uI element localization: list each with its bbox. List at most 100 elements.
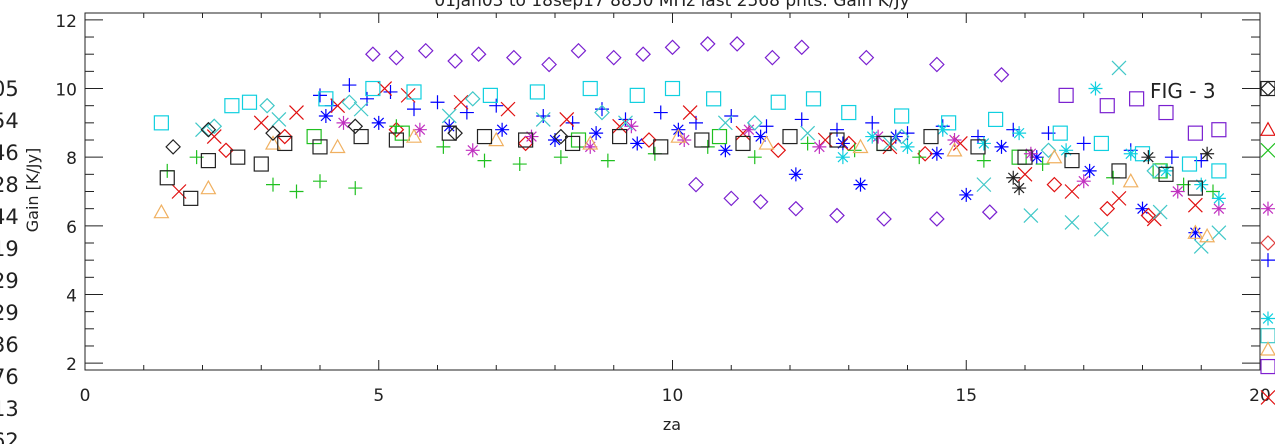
plus-marker — [912, 150, 927, 165]
series-group — [159, 125, 1203, 206]
asterisk-marker — [524, 129, 539, 144]
triangle-marker — [582, 135, 599, 150]
diamond-marker — [893, 128, 910, 145]
square-marker — [1064, 153, 1080, 169]
square-marker — [735, 135, 751, 152]
asterisk-marker — [753, 129, 768, 144]
asterisk-marker — [1082, 163, 1097, 178]
triangle-marker — [488, 131, 505, 147]
plus-marker — [600, 153, 615, 168]
diamond-marker — [664, 39, 681, 56]
square-marker — [1211, 163, 1227, 179]
plus-marker — [1035, 157, 1050, 172]
square-marker — [612, 128, 628, 145]
x-marker — [353, 101, 369, 117]
diamond-marker — [1260, 80, 1275, 97]
square-marker — [841, 104, 857, 121]
series-group — [336, 115, 1226, 216]
square-marker — [200, 153, 216, 169]
diamond-marker — [1046, 176, 1063, 193]
diamond-marker — [388, 121, 405, 138]
y-tick-label: 2 — [66, 355, 77, 375]
square-marker — [1129, 91, 1145, 107]
triangle-marker — [1259, 121, 1275, 136]
triangle-marker — [1122, 172, 1139, 188]
diamond-marker — [417, 42, 434, 59]
x-marker — [289, 105, 304, 120]
x-marker — [1023, 208, 1039, 223]
plus-marker — [553, 150, 568, 165]
asterisk-marker — [1261, 311, 1275, 326]
asterisk-marker — [865, 129, 880, 144]
square-marker — [829, 132, 845, 148]
square-marker — [476, 128, 493, 145]
x-marker — [976, 177, 992, 193]
plus-marker — [653, 105, 668, 120]
square-marker — [923, 128, 939, 145]
left-margin-label: 13 — [0, 397, 19, 421]
x-marker — [1152, 204, 1168, 220]
left-margin-label: 76 — [0, 365, 19, 389]
square-marker — [1158, 104, 1174, 121]
axes: 0 5 10 15 20 2 4 6 8 10 12 — [55, 12, 1270, 406]
square-marker — [782, 128, 798, 145]
square-marker — [529, 84, 545, 100]
x-marker — [682, 105, 698, 120]
asterisk-marker — [371, 115, 386, 130]
square-marker — [1017, 149, 1033, 165]
asterisk-marker — [976, 136, 991, 151]
diamond-marker — [699, 36, 716, 52]
diamond-marker — [917, 145, 933, 162]
asterisk-marker — [741, 122, 756, 137]
asterisk-marker — [1170, 184, 1185, 199]
asterisk-marker — [1012, 181, 1027, 196]
square-marker — [312, 139, 328, 155]
diamond-marker — [641, 132, 657, 148]
diamond-marker — [276, 128, 293, 145]
asterisk-marker — [1211, 191, 1226, 206]
square-marker — [1052, 125, 1068, 141]
left-margin-label: 28 — [0, 173, 19, 197]
series-group — [218, 121, 1157, 224]
triangle-marker — [758, 135, 775, 150]
plus-marker — [747, 150, 762, 165]
chart-title: 01jan03 to 18sep17 8850 MHz last 2568 pn… — [434, 0, 909, 11]
asterisk-marker — [1141, 150, 1156, 165]
square-marker — [770, 94, 786, 110]
x-marker — [1111, 60, 1127, 76]
x-marker — [1187, 197, 1203, 213]
x-marker — [800, 125, 816, 141]
x-marker — [271, 111, 287, 127]
diamond-marker — [752, 193, 769, 210]
square-marker — [441, 125, 457, 141]
square-marker — [1093, 135, 1109, 152]
series-group — [1058, 87, 1227, 141]
asterisk-marker — [900, 139, 915, 154]
plus-marker — [830, 122, 844, 137]
diamond-marker — [764, 49, 781, 66]
asterisk-marker — [495, 122, 510, 137]
diamond-marker — [570, 42, 587, 59]
square-marker — [230, 149, 246, 165]
diamond-marker — [553, 128, 569, 145]
x-tick-label: 20 — [1249, 386, 1271, 406]
plus-marker — [1076, 136, 1091, 151]
x-marker — [1093, 221, 1109, 237]
y-axis-label: Gain [K/Jy] — [23, 148, 42, 232]
triangle-marker — [200, 179, 217, 195]
asterisk-marker — [412, 122, 427, 137]
asterisk-marker — [788, 167, 803, 182]
diamond-marker — [635, 46, 651, 63]
x-marker — [400, 87, 416, 103]
plus-marker — [865, 115, 880, 130]
plus-marker — [342, 78, 357, 93]
plus-marker — [489, 98, 504, 113]
square-marker — [153, 115, 169, 131]
diamond-marker — [594, 104, 610, 121]
diamond-marker — [723, 190, 740, 207]
triangle-marker — [329, 138, 346, 154]
diamond-marker — [464, 90, 481, 107]
square-marker — [306, 128, 322, 145]
asterisk-marker — [1188, 225, 1203, 240]
square-marker — [518, 132, 534, 148]
